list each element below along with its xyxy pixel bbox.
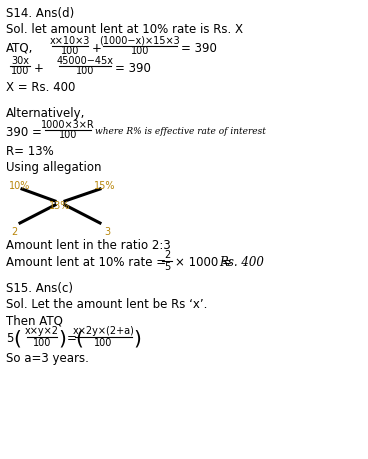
Text: x×2y×(2+a): x×2y×(2+a) (72, 326, 134, 336)
Text: 100: 100 (94, 337, 113, 347)
Text: 390 =: 390 = (6, 125, 42, 139)
Text: ): ) (133, 330, 141, 348)
Text: 15%: 15% (94, 181, 116, 191)
Text: S14. Ans(d): S14. Ans(d) (6, 7, 74, 20)
Text: x×y×2: x×y×2 (25, 326, 59, 336)
Text: =: = (66, 332, 76, 346)
Text: Using allegation: Using allegation (6, 161, 102, 174)
Text: Rs. 400: Rs. 400 (220, 257, 265, 269)
Text: Amount lent at 10% rate =: Amount lent at 10% rate = (6, 257, 166, 269)
Text: × 1000 =: × 1000 = (175, 257, 231, 269)
Text: (1000−x)×15×3: (1000−x)×15×3 (100, 35, 180, 45)
Text: Amount lent in the ratio 2:3: Amount lent in the ratio 2:3 (6, 239, 171, 252)
Text: 100: 100 (33, 337, 51, 347)
Text: 100: 100 (11, 67, 29, 77)
Text: (: ( (13, 330, 21, 348)
Text: 1000×3×R: 1000×3×R (41, 119, 95, 129)
Text: = 390: = 390 (115, 62, 151, 74)
Text: 10%: 10% (9, 181, 31, 191)
Text: So a=3 years.: So a=3 years. (6, 352, 89, 365)
Text: +: + (34, 62, 44, 74)
Text: 100: 100 (59, 130, 77, 140)
Text: 100: 100 (61, 46, 79, 56)
Text: S15. Ans(c): S15. Ans(c) (6, 282, 73, 295)
Text: 45000−45x: 45000−45x (57, 56, 113, 66)
Text: 3: 3 (104, 227, 110, 237)
Text: (: ( (75, 330, 83, 348)
Text: ATQ,: ATQ, (6, 41, 33, 55)
Text: 100: 100 (76, 67, 94, 77)
Text: where R% is effective rate of interest: where R% is effective rate of interest (95, 128, 266, 136)
Text: 5: 5 (6, 332, 13, 346)
Text: x×10×3: x×10×3 (50, 35, 90, 45)
Text: X = Rs. 400: X = Rs. 400 (6, 81, 75, 94)
Text: Sol. let amount lent at 10% rate is Rs. X: Sol. let amount lent at 10% rate is Rs. … (6, 23, 243, 36)
Text: 5: 5 (164, 262, 170, 272)
Text: ): ) (58, 330, 66, 348)
Text: Then ATQ: Then ATQ (6, 314, 63, 327)
Text: R= 13%: R= 13% (6, 145, 54, 158)
Text: 2: 2 (164, 251, 170, 261)
Text: Sol. Let the amount lent be Rs ‘x’.: Sol. Let the amount lent be Rs ‘x’. (6, 298, 208, 311)
Text: 2: 2 (11, 227, 17, 237)
Text: +: + (92, 41, 102, 55)
Text: Alternatively,: Alternatively, (6, 107, 85, 120)
Text: 30x: 30x (11, 56, 29, 66)
Text: = 390: = 390 (181, 41, 216, 55)
Text: 13%: 13% (49, 201, 71, 211)
Text: 100: 100 (131, 46, 149, 56)
